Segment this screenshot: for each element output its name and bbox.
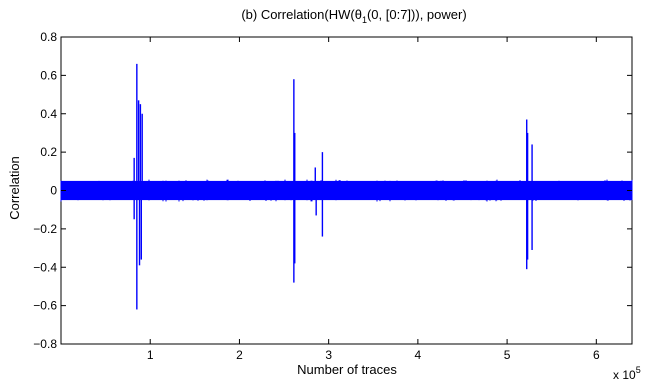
x-tick-label-3: 4 [415, 348, 422, 362]
x-tick-label-4: 5 [504, 348, 511, 362]
chart-title: (b) Correlation(HW(θ1(0, [0:7])), power) [241, 7, 466, 25]
y-tick-label-8: 0.8 [40, 30, 57, 44]
x-tick-label-5: 6 [593, 348, 600, 362]
y-tick-label-7: 0.6 [40, 68, 57, 82]
y-tick-label-5: 0.2 [40, 145, 57, 159]
plot-area: −0.8 −0.6 −0.4 −0.2 0 0.2 0.4 0.6 0.8 1 2 3 4 5 6 [33, 30, 632, 362]
x-tick-label-1: 2 [236, 348, 243, 362]
y-tick-label-0: −0.8 [33, 337, 57, 351]
x-axis-multiplier-base: x 10 [613, 368, 636, 382]
chart-title-prefix: (b) Correlation(HW(θ [241, 7, 362, 22]
y-tick-label-6: 0.4 [40, 107, 57, 121]
y-tick-label-1: −0.6 [33, 299, 57, 313]
x-axis-multiplier-exponent: 5 [636, 365, 641, 375]
y-tick-label-4: 0 [50, 184, 57, 198]
x-tick-label-2: 3 [325, 348, 332, 362]
x-tick-label-0: 1 [147, 348, 154, 362]
x-axis-multiplier: x 105 [613, 365, 641, 382]
y-tick-label-2: −0.4 [33, 260, 57, 274]
y-axis-label: Correlation [7, 156, 22, 220]
y-tick-label-3: −0.2 [33, 222, 57, 236]
x-axis-label: Number of traces [297, 362, 397, 377]
chart-title-suffix: (0, [0:7])), power) [367, 7, 467, 22]
